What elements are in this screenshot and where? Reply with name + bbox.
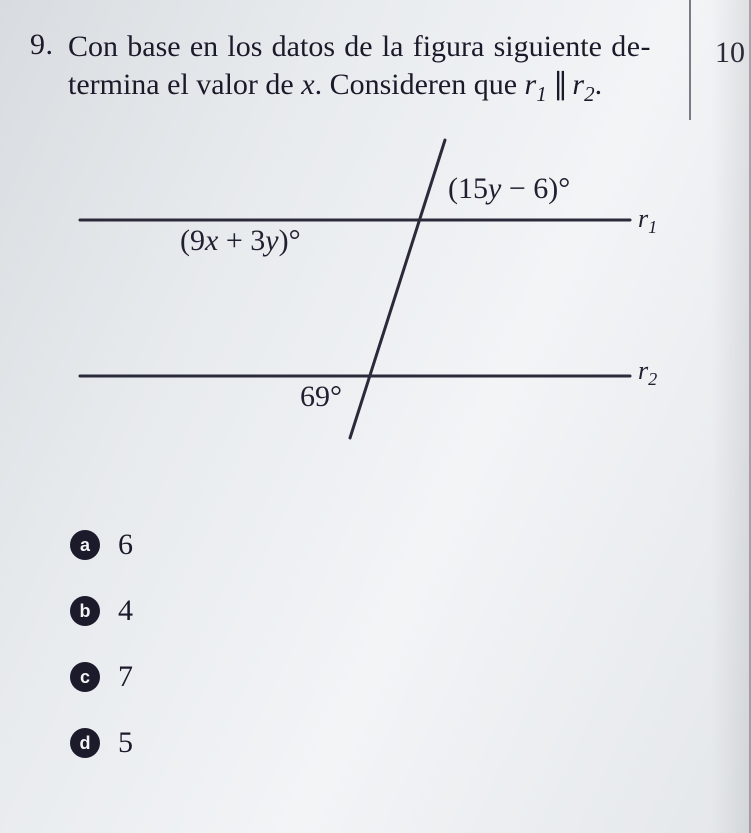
q-r1-sub: 1: [536, 82, 547, 106]
option-d-bullet: d: [70, 728, 100, 758]
label-bottom-angle: 69°: [300, 380, 342, 414]
question-text: Con base en los datos de la figura sigui…: [68, 28, 651, 108]
q-parallel: ∥: [547, 68, 573, 101]
label-r1: r1: [638, 204, 657, 238]
q-var-x: x: [301, 68, 314, 101]
option-a[interactable]: a 6: [70, 528, 721, 562]
label-top-angle: (15y − 6)°: [448, 172, 570, 206]
q-line1-a: Con base en los datos de la figura sigui…: [68, 30, 611, 63]
q-r2-sub: 2: [584, 82, 595, 106]
r1-letter: r: [638, 204, 648, 233]
option-a-value: 6: [118, 528, 133, 562]
option-c[interactable]: c 7: [70, 660, 721, 694]
option-a-bullet: a: [70, 530, 100, 560]
option-b[interactable]: b 4: [70, 594, 721, 628]
q-line2-b: . Consideren que: [315, 68, 525, 101]
options-list: a 6 b 4 c 7 d 5: [40, 528, 721, 760]
option-b-value: 4: [118, 594, 133, 628]
page-root: 10 9. Con base en los datos de la figura…: [0, 0, 751, 833]
option-d-value: 5: [118, 726, 133, 760]
label-left-angle: (9x + 3y)°: [180, 224, 301, 258]
r1-sub: 1: [648, 217, 657, 237]
question-number: 9.: [30, 28, 54, 62]
geometry-figure: (15y − 6)° (9x + 3y)° 69° r1 r2: [50, 128, 670, 468]
option-b-bullet: b: [70, 596, 100, 626]
figure-svg: [50, 128, 670, 468]
option-c-value: 7: [118, 660, 133, 694]
line-transversal: [350, 140, 445, 438]
r2-letter: r: [638, 356, 648, 385]
q-end: .: [595, 68, 603, 101]
option-d[interactable]: d 5: [70, 726, 721, 760]
option-c-bullet: c: [70, 662, 100, 692]
q-line1-b: de-: [611, 30, 651, 63]
question-block: 9. Con base en los datos de la figura si…: [40, 28, 721, 108]
q-line2-a: termina el valor de: [68, 68, 301, 101]
q-r1: r: [525, 68, 537, 101]
r2-sub: 2: [648, 369, 657, 389]
q-r2: r: [572, 68, 584, 101]
label-r2: r2: [638, 356, 657, 390]
